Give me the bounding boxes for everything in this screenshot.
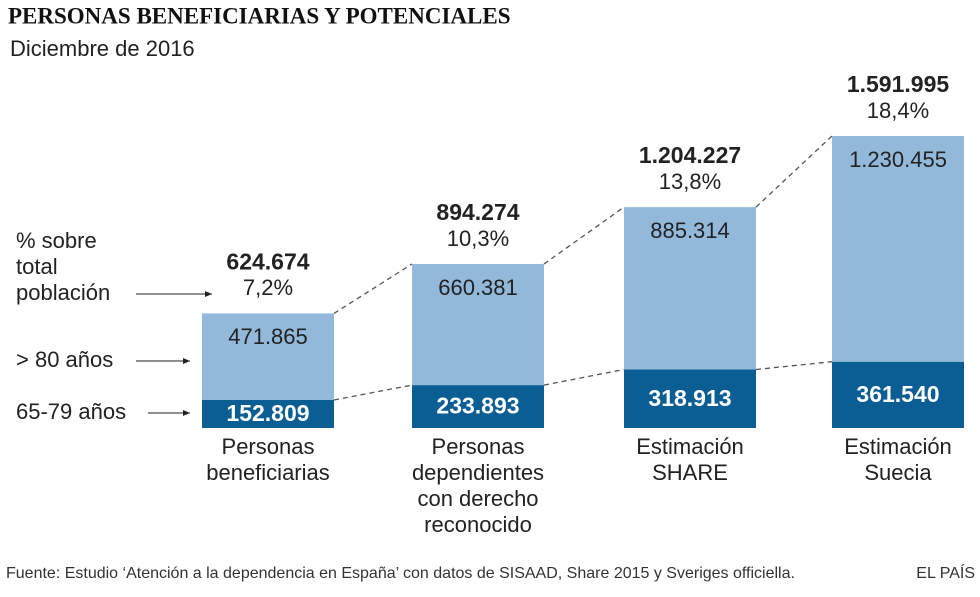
- value-label: 152.809: [226, 400, 309, 426]
- bar-segment: [202, 313, 334, 400]
- x-tick-label: Suecia: [864, 460, 932, 485]
- bar-segment: [624, 207, 756, 370]
- legend-label: > 80 años: [16, 347, 113, 372]
- annotation: población: [16, 280, 110, 305]
- connector: [333, 384, 413, 401]
- x-tick-label: Estimación: [844, 434, 952, 459]
- bar-segment: [624, 369, 756, 428]
- connector: [543, 368, 625, 386]
- annotation: total: [16, 254, 58, 279]
- x-tick-label: dependientes: [412, 460, 544, 485]
- value-label: 318.913: [648, 385, 731, 411]
- value-label: 233.893: [436, 393, 519, 419]
- connector: [333, 263, 413, 314]
- connector: [543, 206, 625, 265]
- bar-segment: [202, 399, 334, 428]
- credit: EL PAÍS: [916, 563, 975, 582]
- percent-label: 18,4%: [867, 98, 929, 123]
- x-tick-label: reconocido: [424, 512, 532, 537]
- annotation: % sobre: [16, 228, 97, 253]
- legend-label: 65-79 años: [16, 399, 126, 424]
- bar-segment: [832, 361, 964, 428]
- x-tick-label: SHARE: [652, 460, 728, 485]
- percent-label: 13,8%: [659, 169, 721, 194]
- x-tick-label: Personas: [432, 434, 525, 459]
- total-label: 1.591.995: [847, 71, 950, 97]
- value-label: 1.230.455: [849, 147, 947, 172]
- source: Fuente: Estudio ‘Atención a la dependenc…: [6, 565, 795, 582]
- bar-segment: [832, 136, 964, 362]
- x-tick-label: con derecho: [417, 486, 538, 511]
- percent-label: 7,2%: [243, 275, 293, 300]
- value-label: 361.540: [856, 381, 939, 407]
- value-label: 885.314: [650, 218, 730, 243]
- total-label: 624.674: [226, 249, 309, 275]
- connector: [755, 361, 833, 371]
- value-label: 471.865: [228, 324, 308, 349]
- total-label: 894.274: [436, 199, 519, 225]
- total-label: 1.204.227: [639, 142, 741, 168]
- value-label: 660.381: [438, 275, 518, 300]
- connector: [755, 135, 833, 208]
- x-tick-label: Personas: [222, 434, 315, 459]
- chart-title: PERSONAS BENEFICIARIAS Y POTENCIALES: [8, 3, 511, 28]
- x-tick-label: Estimación: [636, 434, 744, 459]
- bar-segment: [412, 263, 544, 386]
- percent-label: 10,3%: [447, 226, 509, 251]
- x-tick-label: beneficiarias: [206, 460, 330, 485]
- bar-segment: [412, 385, 544, 428]
- chart-subtitle: Diciembre de 2016: [10, 36, 195, 61]
